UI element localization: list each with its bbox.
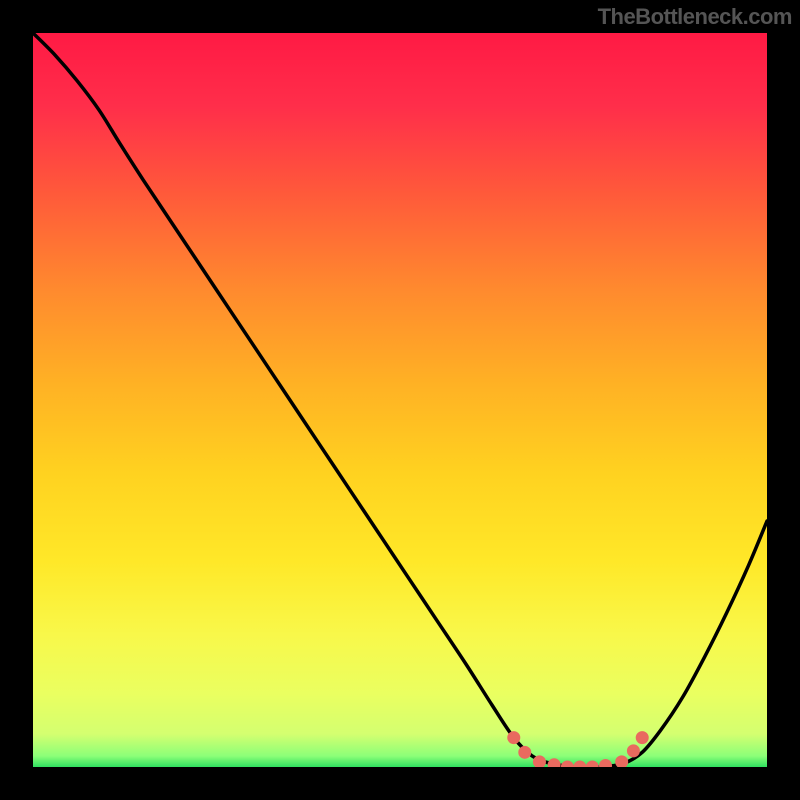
watermark-text: TheBottleneck.com xyxy=(598,4,792,30)
chart-svg xyxy=(33,33,767,767)
marker-dot xyxy=(519,746,531,758)
chart-container: TheBottleneck.com xyxy=(0,0,800,800)
marker-dot xyxy=(616,756,628,767)
marker-dot xyxy=(548,759,560,767)
marker-dot xyxy=(508,732,520,744)
gradient-background xyxy=(33,33,767,767)
marker-dot xyxy=(636,732,648,744)
marker-dot xyxy=(627,745,639,757)
plot-area xyxy=(33,33,767,767)
marker-dot xyxy=(533,756,545,767)
marker-dot xyxy=(600,760,612,767)
